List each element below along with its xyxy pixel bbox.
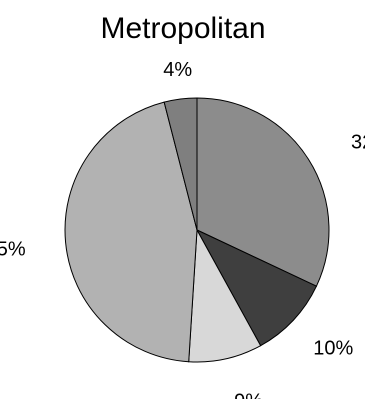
pie-slice-10pct <box>195 228 318 347</box>
pie-label-45pct: 45% <box>0 239 26 261</box>
pie-slice-32pct <box>196 97 330 287</box>
pie-labels: 32% 10% 9% 45% 4% <box>0 59 365 399</box>
chart-title: Metropolitan <box>100 12 265 45</box>
pie-label-9pct: 9% <box>234 390 263 399</box>
pie-label-10pct: 10% <box>313 337 353 359</box>
pie-label-32pct: 32% <box>351 132 365 154</box>
pie-slice-45pct <box>64 101 198 363</box>
pie-slices <box>64 97 330 363</box>
pie-label-4pct: 4% <box>163 59 192 81</box>
pie-slice-4pct <box>163 97 198 231</box>
